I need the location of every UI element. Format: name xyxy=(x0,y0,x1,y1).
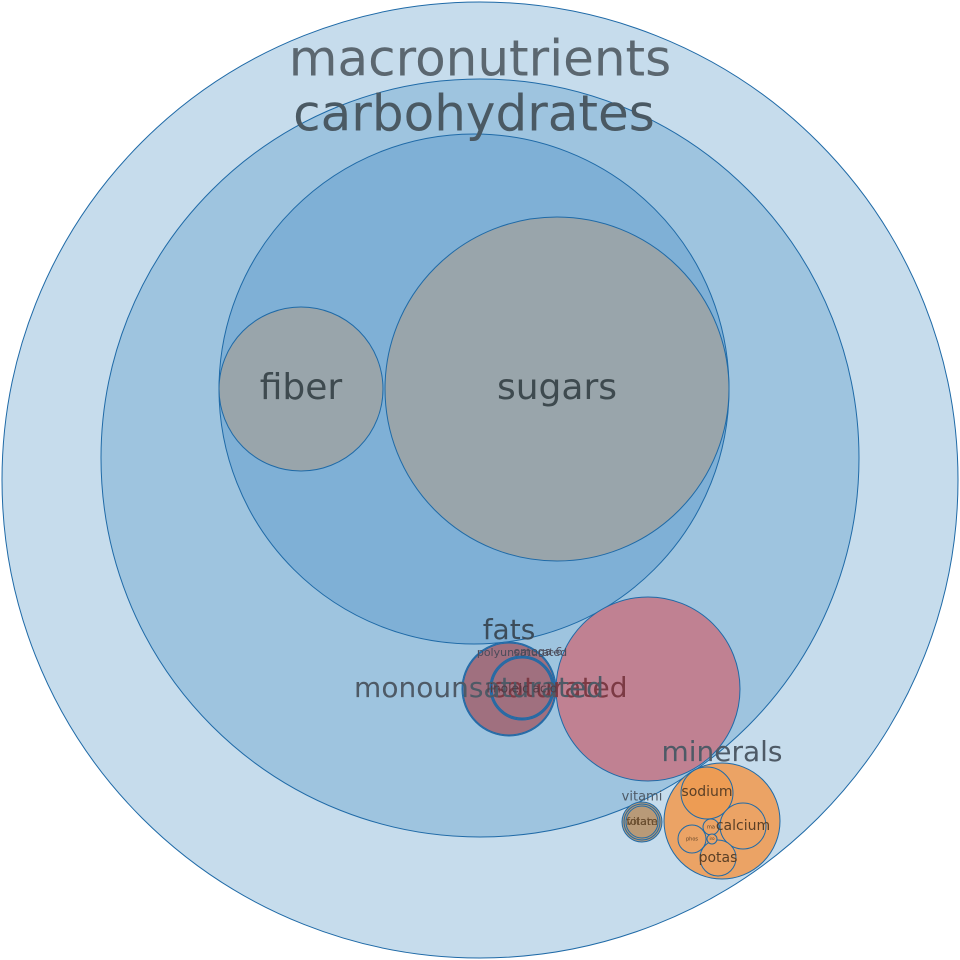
label-vitamin-a: vitam xyxy=(626,815,657,828)
label-magnesium: ma xyxy=(707,825,715,831)
label-carbohydrates: carbohydrates xyxy=(293,85,655,143)
label-minerals: minerals xyxy=(661,735,782,768)
label-calcium: calcium xyxy=(716,818,770,834)
label-polyunsaturated: polyunsaturated xyxy=(477,646,567,659)
bubble-iron xyxy=(706,833,718,845)
label-iron: iro xyxy=(709,836,715,841)
bubble-sodium xyxy=(680,766,734,820)
label-fiber: fiber xyxy=(260,367,343,408)
bubble-folate xyxy=(625,805,659,839)
label-phosphorus: phos xyxy=(686,837,698,843)
label-monounsaturated: monounsaturated xyxy=(354,671,604,704)
label-folate: folate xyxy=(626,815,658,828)
label-sugars: sugars xyxy=(497,367,617,408)
label-omega-6: omega-6 xyxy=(514,645,563,658)
bubble-linoleic-acid xyxy=(491,657,553,719)
bubble-fiber xyxy=(218,306,384,472)
bubble-sugars xyxy=(384,216,730,562)
bubble-phosphorus xyxy=(677,824,707,854)
label-macronutrients: macronutrients xyxy=(289,30,671,88)
bubble-potassium xyxy=(699,839,737,877)
label-potassium: potas xyxy=(699,850,738,866)
label-sodium: sodium xyxy=(681,784,732,800)
label-linoleic-acid: linoleic acid xyxy=(487,682,558,696)
bubble-calcium xyxy=(719,802,767,850)
label-fats: fats xyxy=(483,613,536,646)
label-saturated: saturated xyxy=(492,671,627,704)
label-vitamins: vitami xyxy=(622,790,663,805)
